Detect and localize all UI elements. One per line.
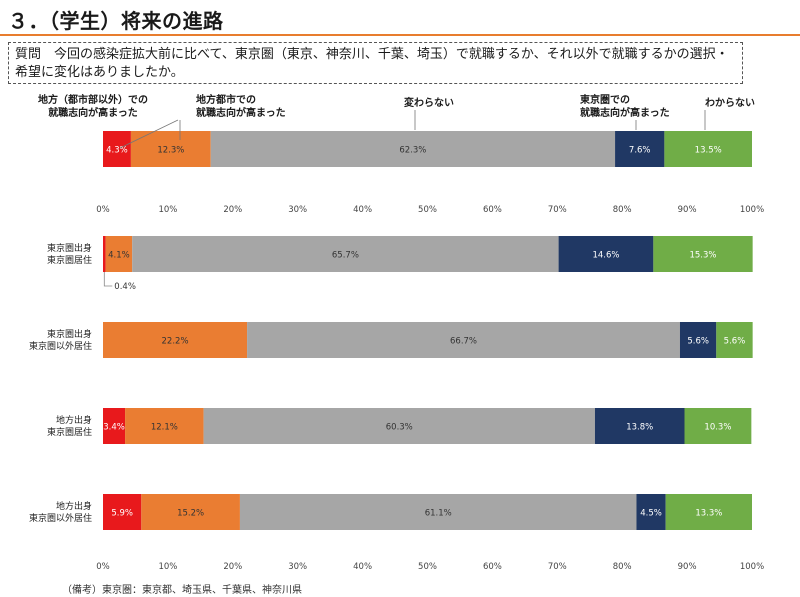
x-tick-label: 50% bbox=[418, 205, 437, 215]
data-label: 15.2% bbox=[177, 509, 204, 519]
data-label: 12.1% bbox=[151, 423, 178, 433]
x-tick-label: 80% bbox=[613, 205, 632, 215]
x-tick-label: 20% bbox=[223, 562, 242, 572]
bar-segment bbox=[105, 236, 133, 272]
bar-segment bbox=[103, 494, 142, 530]
category-label: 東京圏以外居住 bbox=[29, 512, 92, 524]
x-tick-label: 40% bbox=[353, 205, 372, 215]
bar-segment bbox=[653, 236, 753, 272]
callout-label: 0.4% bbox=[114, 282, 136, 292]
bar-segment bbox=[615, 131, 665, 167]
category-label: 東京圏居住 bbox=[47, 426, 92, 438]
series-label: 就職志向が高まった bbox=[196, 106, 286, 119]
page-title: ３．（学生）将来の進路 bbox=[8, 9, 224, 33]
data-label: 13.3% bbox=[695, 509, 722, 519]
bar-segment bbox=[103, 408, 126, 444]
data-label: 13.5% bbox=[695, 146, 722, 156]
data-label: 7.6% bbox=[629, 146, 651, 156]
series-label: わからない bbox=[705, 97, 755, 109]
data-label: 5.9% bbox=[111, 509, 133, 519]
x-tick-label: 30% bbox=[288, 562, 307, 572]
bar-segment bbox=[665, 494, 752, 530]
bar-segment bbox=[130, 131, 211, 167]
x-tick-label: 90% bbox=[678, 205, 697, 215]
bar-segment bbox=[664, 131, 752, 167]
x-tick-label: 10% bbox=[158, 562, 177, 572]
x-tick-label: 50% bbox=[418, 562, 437, 572]
x-tick-label: 100% bbox=[740, 205, 764, 215]
series-label: 地方（都市部以外）での bbox=[38, 93, 148, 106]
series-label: 東京圏での bbox=[580, 93, 630, 106]
bar-segment bbox=[716, 322, 753, 358]
bar-segment bbox=[636, 494, 666, 530]
series-label: 変わらない bbox=[404, 96, 454, 109]
data-label: 12.3% bbox=[157, 146, 184, 156]
x-tick-label: 70% bbox=[548, 205, 567, 215]
bar-segment bbox=[203, 408, 595, 444]
data-label: 4.3% bbox=[106, 146, 128, 156]
series-label: 就職志向が高まった bbox=[48, 106, 138, 119]
x-tick-label: 0% bbox=[96, 562, 110, 572]
x-tick-label: 40% bbox=[353, 562, 372, 572]
x-tick-label: 90% bbox=[678, 562, 697, 572]
x-tick-label: 60% bbox=[483, 562, 502, 572]
data-label: 5.6% bbox=[687, 337, 709, 347]
category-label: 東京圏出身 bbox=[47, 242, 92, 254]
x-tick-label: 30% bbox=[288, 205, 307, 215]
bar-segment bbox=[247, 322, 680, 358]
data-label: 61.1% bbox=[425, 509, 452, 519]
x-tick-label: 10% bbox=[158, 205, 177, 215]
data-label: 5.6% bbox=[724, 337, 746, 347]
bar-segment bbox=[684, 408, 752, 444]
bar-segment bbox=[239, 494, 637, 530]
bar-segment bbox=[558, 236, 654, 272]
bar-segment bbox=[132, 236, 559, 272]
category-label: 東京圏以外居住 bbox=[29, 340, 92, 352]
category-label: 東京圏居住 bbox=[47, 254, 92, 266]
question-box: 質問 今回の感染症拡大前に比べて、東京圏（東京、神奈川、千葉、埼玉）で就職するか… bbox=[8, 42, 743, 84]
data-label: 22.2% bbox=[162, 337, 189, 347]
bar-segment bbox=[125, 408, 204, 444]
callout-leader bbox=[103, 272, 113, 287]
data-label: 4.5% bbox=[640, 509, 662, 519]
category-label: 地方出身 bbox=[56, 414, 92, 426]
data-label: 10.3% bbox=[704, 423, 731, 433]
data-label: 4.1% bbox=[108, 251, 130, 261]
series-label: 就職志向が高まった bbox=[580, 106, 670, 119]
title-rule bbox=[0, 34, 800, 36]
data-label: 66.7% bbox=[450, 337, 477, 347]
bar-segment bbox=[679, 322, 717, 358]
data-label: 60.3% bbox=[386, 423, 413, 433]
series-label: 地方都市での bbox=[196, 93, 256, 106]
x-tick-label: 70% bbox=[548, 562, 567, 572]
bar-segment bbox=[594, 408, 685, 444]
x-tick-label: 80% bbox=[613, 562, 632, 572]
bar-segment bbox=[103, 236, 106, 272]
category-label: 東京圏出身 bbox=[47, 328, 92, 340]
x-tick-label: 20% bbox=[223, 205, 242, 215]
series-label-leader bbox=[119, 119, 179, 149]
data-label: 62.3% bbox=[399, 146, 426, 156]
data-label: 13.8% bbox=[626, 423, 653, 433]
data-label: 15.3% bbox=[689, 251, 716, 261]
x-tick-label: 60% bbox=[483, 205, 502, 215]
x-tick-label: 0% bbox=[96, 205, 110, 215]
bar-segment bbox=[141, 494, 240, 530]
data-label: 3.4% bbox=[103, 423, 125, 433]
bar-segment bbox=[103, 131, 131, 167]
data-label: 65.7% bbox=[332, 251, 359, 261]
category-label: 地方出身 bbox=[56, 500, 92, 512]
x-tick-label: 100% bbox=[740, 562, 764, 572]
bar-segment bbox=[210, 131, 616, 167]
footnote: （備考）東京圏：東京都、埼玉県、千葉県、神奈川県 bbox=[62, 585, 302, 596]
bar-segment bbox=[103, 322, 248, 358]
data-label: 14.6% bbox=[592, 251, 619, 261]
